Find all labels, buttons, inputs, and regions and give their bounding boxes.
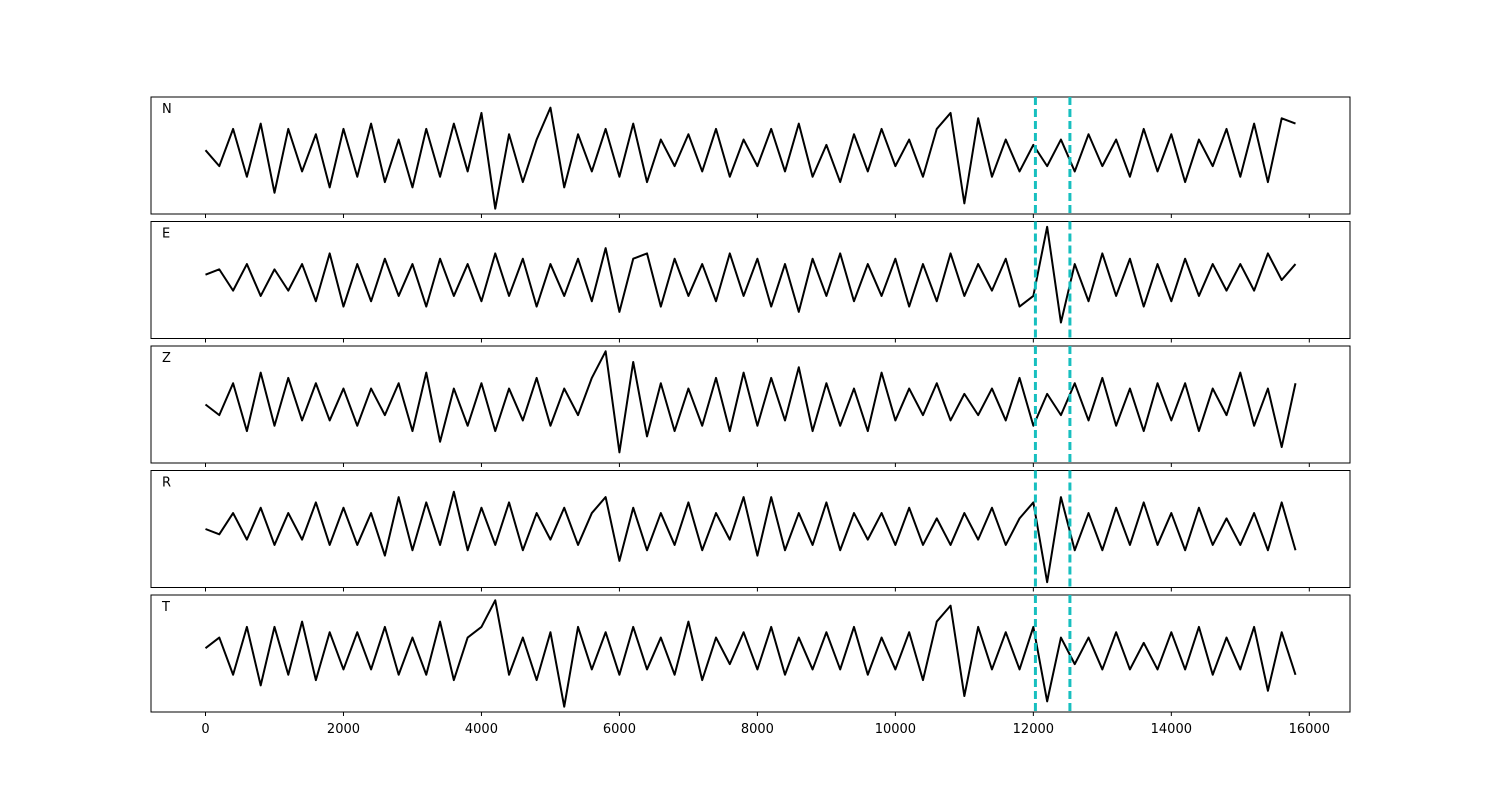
- x-tick-label: 8000: [741, 722, 774, 737]
- panel-label: N: [162, 102, 172, 117]
- panel-label: Z: [162, 351, 171, 366]
- axes-frame: [150, 470, 1351, 588]
- trace: [205, 225, 1297, 324]
- x-tick-label: 14000: [1151, 722, 1192, 737]
- trace: [204, 599, 1297, 708]
- x-tick-label: 6000: [603, 722, 636, 737]
- trace: [204, 106, 1296, 210]
- panel-label: E: [162, 227, 170, 242]
- x-tick-label: 10000: [875, 722, 916, 737]
- axes-frame: [150, 96, 1351, 215]
- axes-frame: [150, 221, 1351, 339]
- x-tick-label: 0: [201, 722, 209, 737]
- x-tick-label: 12000: [1013, 722, 1054, 737]
- x-tick-label: 4000: [465, 722, 498, 737]
- trace: [204, 350, 1297, 454]
- panel-label: T: [161, 600, 170, 615]
- trace: [205, 490, 1297, 584]
- x-tick-label: 2000: [327, 722, 360, 737]
- axes-frame: [150, 345, 1351, 464]
- x-tick-label: 16000: [1289, 722, 1330, 737]
- axes-frame: [150, 594, 1351, 713]
- panel-label: R: [162, 476, 171, 491]
